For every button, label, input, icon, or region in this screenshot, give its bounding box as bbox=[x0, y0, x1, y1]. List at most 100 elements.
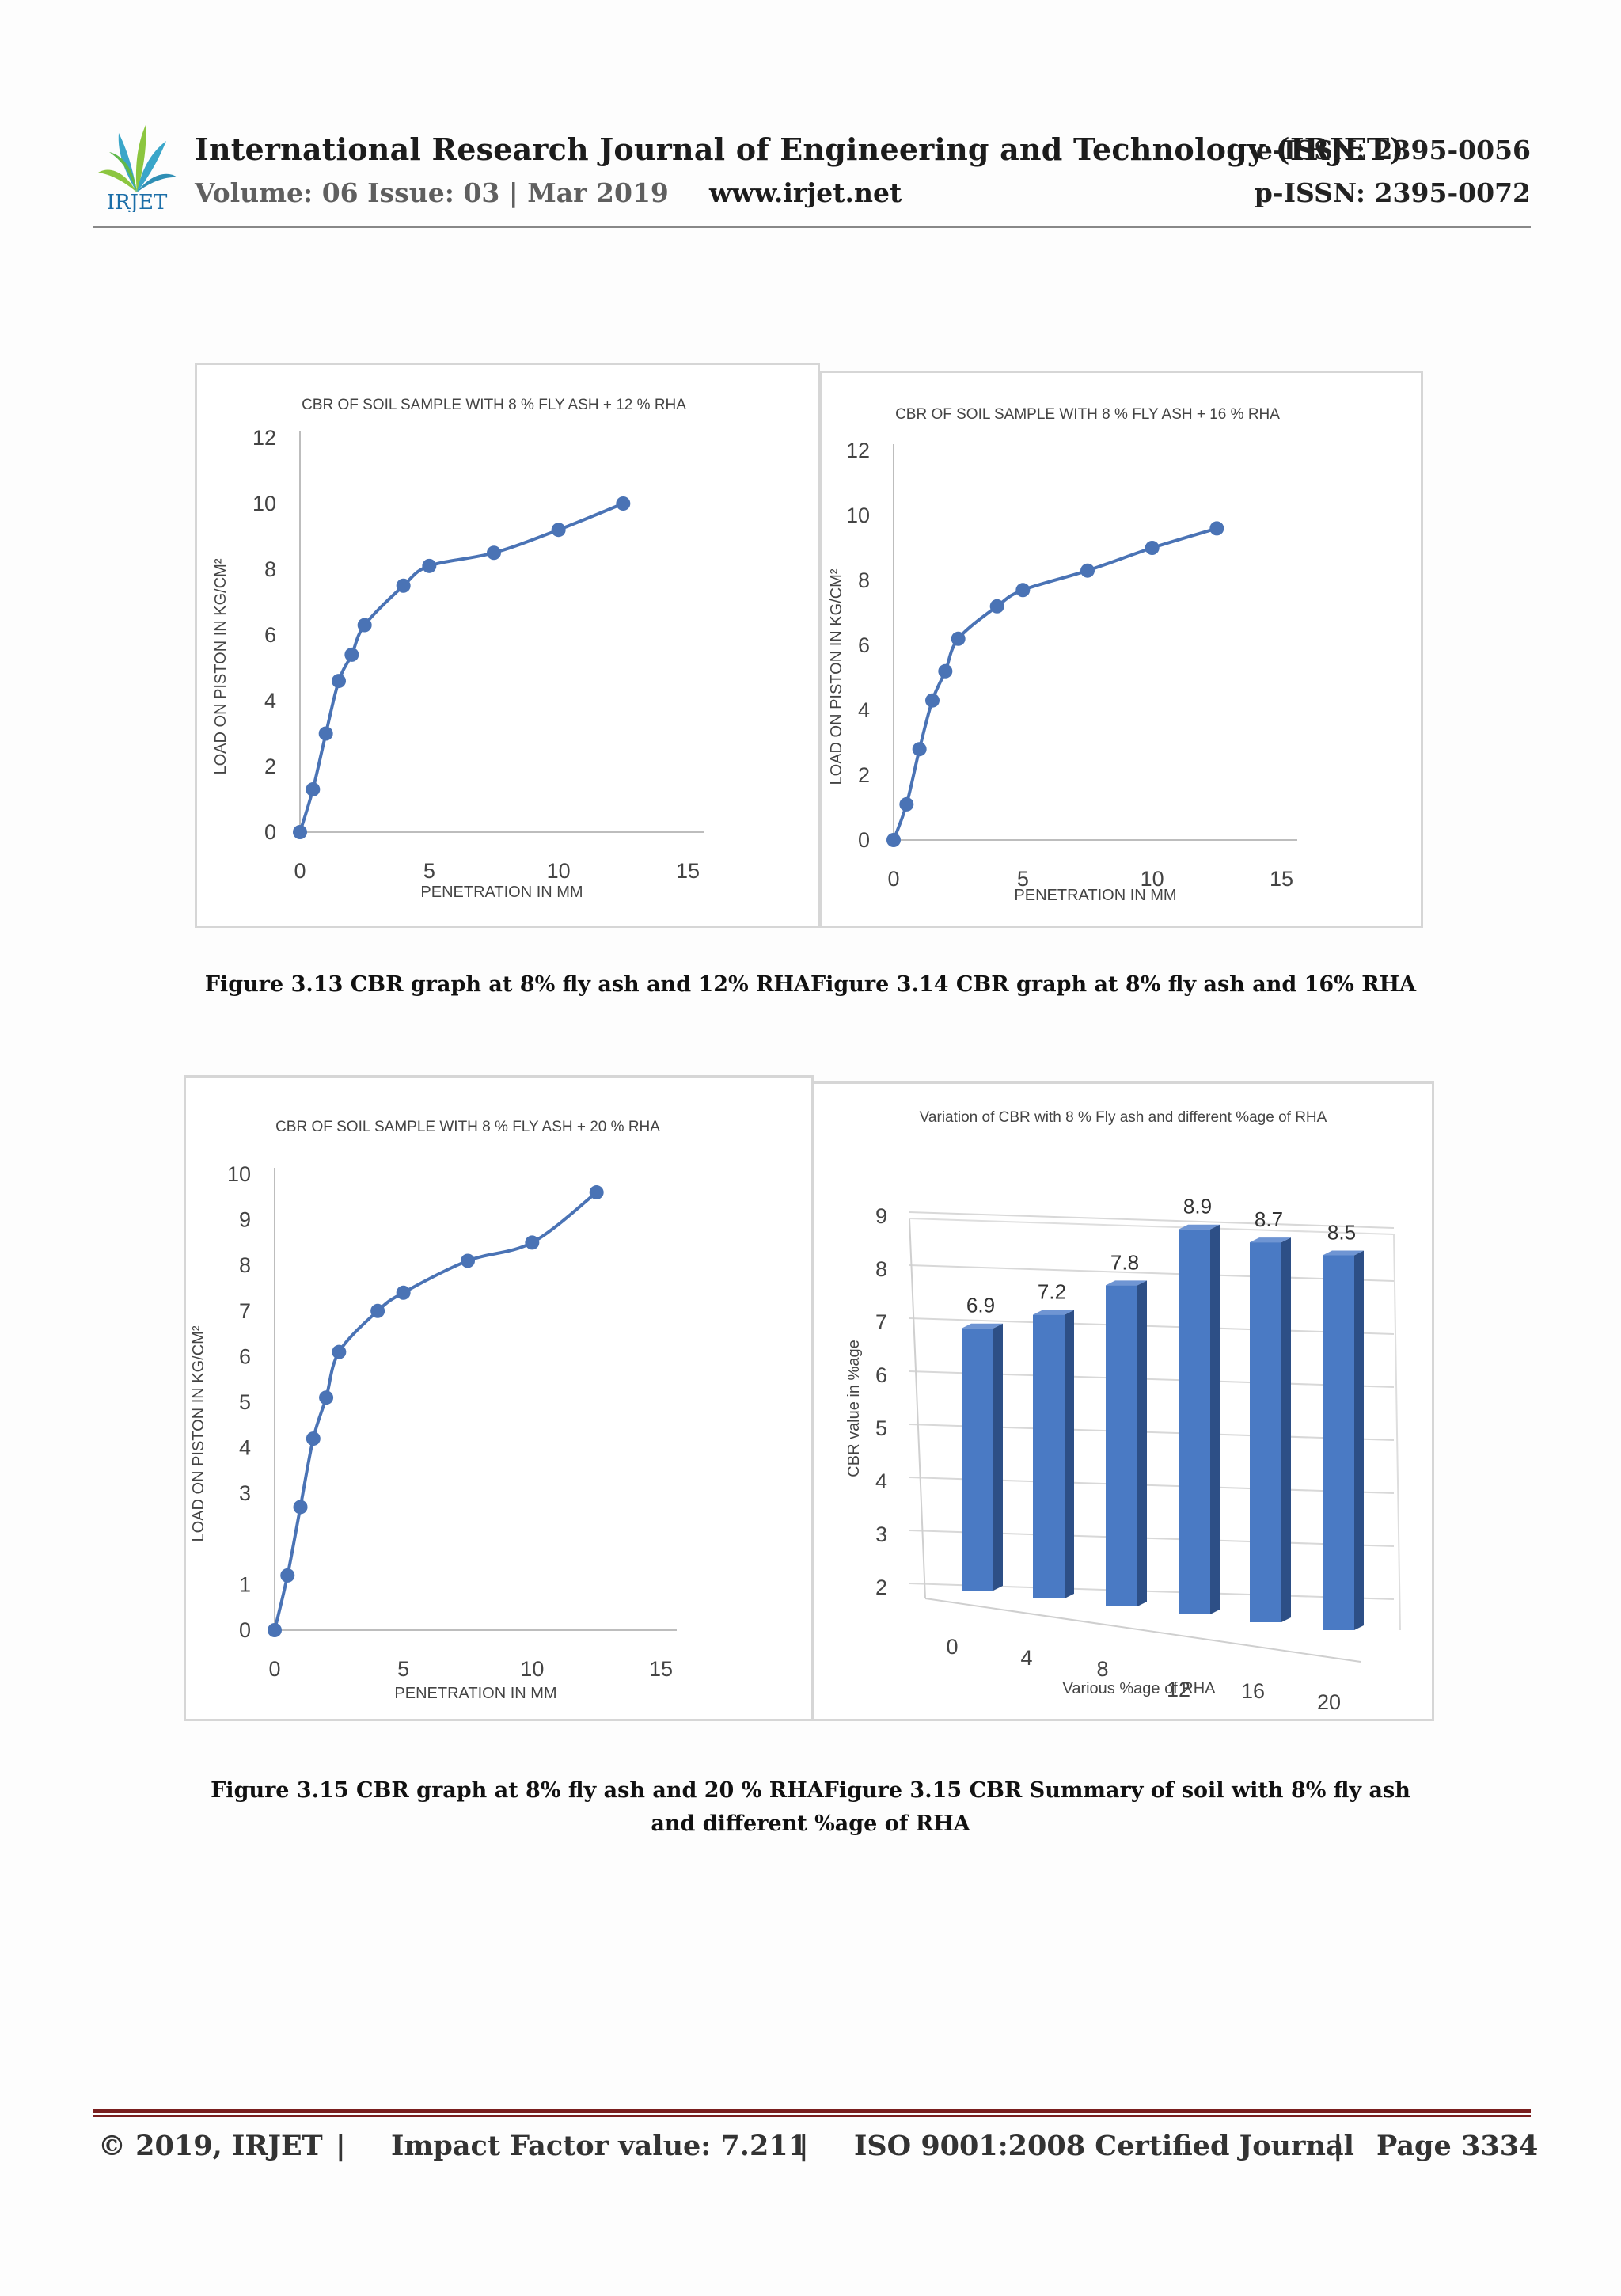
y-tick-label: 4 bbox=[858, 698, 870, 722]
footer-rule-thin bbox=[93, 2115, 1531, 2117]
footer-impact-factor: Impact Factor value: 7.211 bbox=[391, 2130, 808, 2162]
y-tick-label: 5 bbox=[875, 1416, 887, 1440]
chart-cbr-16rha: CBR OF SOIL SAMPLE WITH 8 % FLY ASH + 16… bbox=[828, 406, 1297, 904]
footer-separator: | bbox=[336, 2130, 346, 2162]
x-axis-label: PENETRATION IN MM bbox=[1014, 887, 1176, 904]
x-tick-label: 12 bbox=[1167, 1678, 1190, 1701]
bar-side bbox=[1210, 1224, 1220, 1614]
bar-side bbox=[1065, 1310, 1074, 1598]
bar-side bbox=[1354, 1250, 1364, 1630]
data-point bbox=[912, 742, 927, 757]
chart-frame-12rha: CBR OF SOIL SAMPLE WITH 8 % FLY ASH + 12… bbox=[195, 363, 820, 928]
data-label: 7.2 bbox=[1038, 1280, 1066, 1304]
x-tick-label: 10 bbox=[1141, 867, 1164, 891]
data-point bbox=[951, 631, 966, 646]
footer-separator: | bbox=[1333, 2130, 1343, 2162]
bar bbox=[1323, 1255, 1354, 1630]
y-tick-label: 8 bbox=[875, 1257, 887, 1281]
y-tick-label: 6 bbox=[264, 623, 276, 647]
data-point bbox=[318, 726, 333, 741]
journal-title: International Research Journal of Engine… bbox=[195, 131, 1404, 167]
chart-cbr-20rha: CBR OF SOIL SAMPLE WITH 8 % FLY ASH + 20… bbox=[190, 1119, 677, 1702]
series-line bbox=[892, 526, 1217, 841]
y-axis-label: LOAD ON PISTON IN KG/CM² bbox=[828, 568, 845, 785]
data-point bbox=[306, 1431, 321, 1446]
y-tick-label: 7 bbox=[239, 1299, 251, 1323]
y-tick-label: 2 bbox=[875, 1576, 887, 1599]
y-axis-label: LOAD ON PISTON IN KG/CM² bbox=[190, 1325, 207, 1541]
x-axis-label: PENETRATION IN MM bbox=[394, 1685, 556, 1702]
back-wall-side bbox=[1393, 1234, 1401, 1631]
data-point bbox=[422, 558, 437, 573]
grid-line bbox=[909, 1211, 1395, 1229]
page-header: IRJET International Research Journal of … bbox=[93, 117, 1531, 228]
data-point bbox=[396, 578, 411, 593]
data-point bbox=[989, 599, 1004, 614]
svg-text:IRJET: IRJET bbox=[107, 191, 168, 212]
chart-frame-summary: Variation of CBR with 8 % Fly ash and di… bbox=[812, 1081, 1434, 1721]
chart-frame-16rha: CBR OF SOIL SAMPLE WITH 8 % FLY ASH + 16… bbox=[820, 371, 1423, 928]
y-tick-label: 0 bbox=[239, 1618, 251, 1642]
bar-side bbox=[993, 1323, 1003, 1591]
pissn: p-ISSN: 2395-0072 bbox=[1254, 177, 1531, 208]
footer-page-number: Page 3334 bbox=[1376, 2130, 1539, 2162]
header-rule bbox=[93, 226, 1531, 228]
y-tick-label: 4 bbox=[264, 689, 276, 713]
bar-side bbox=[1281, 1237, 1291, 1622]
y-tick-label: 3 bbox=[239, 1481, 251, 1505]
data-point bbox=[332, 1344, 347, 1359]
y-tick-label: 6 bbox=[858, 633, 870, 657]
data-point bbox=[461, 1253, 475, 1268]
footer-rule-thick bbox=[93, 2109, 1531, 2113]
bar-top bbox=[1179, 1224, 1220, 1230]
data-point bbox=[1145, 541, 1160, 555]
website-link[interactable]: www.irjet.net bbox=[709, 177, 902, 208]
data-label: 8.7 bbox=[1255, 1207, 1283, 1231]
x-tick-label: 15 bbox=[1270, 867, 1293, 891]
data-point bbox=[319, 1390, 334, 1405]
x-tick-label: 0 bbox=[887, 867, 899, 891]
x-tick-label: 20 bbox=[1317, 1690, 1341, 1714]
y-tick-label: 12 bbox=[252, 426, 276, 450]
x-tick-label: 5 bbox=[397, 1657, 409, 1681]
data-point bbox=[487, 545, 501, 561]
y-axis-label: CBR value in %age bbox=[845, 1340, 863, 1477]
y-tick-label: 6 bbox=[875, 1363, 887, 1387]
chart-title: CBR OF SOIL SAMPLE WITH 8 % FLY ASH + 20… bbox=[275, 1119, 660, 1135]
y-tick-label: 10 bbox=[846, 504, 870, 527]
data-point bbox=[1015, 583, 1031, 598]
x-tick-label: 16 bbox=[1241, 1679, 1265, 1703]
bar bbox=[1106, 1285, 1137, 1606]
chart-title: CBR OF SOIL SAMPLE WITH 8 % FLY ASH + 12… bbox=[302, 397, 686, 413]
bar-top bbox=[1250, 1237, 1291, 1243]
x-tick-label: 8 bbox=[1096, 1657, 1108, 1681]
y-tick-label: 8 bbox=[858, 568, 870, 592]
chart-title: Variation of CBR with 8 % Fly ash and di… bbox=[920, 1109, 1327, 1126]
bar bbox=[1179, 1229, 1210, 1614]
y-tick-label: 9 bbox=[239, 1208, 251, 1232]
y-tick-label: 7 bbox=[875, 1310, 887, 1334]
data-point bbox=[1080, 563, 1095, 578]
data-point bbox=[925, 693, 940, 708]
y-tick-label: 4 bbox=[875, 1469, 887, 1493]
y-axis-line bbox=[909, 1218, 926, 1599]
data-point bbox=[396, 1285, 411, 1300]
y-tick-label: 5 bbox=[239, 1390, 251, 1414]
irjet-logo: IRJET bbox=[93, 117, 180, 215]
y-tick-label: 1 bbox=[239, 1572, 251, 1596]
data-point bbox=[1209, 521, 1224, 536]
data-point bbox=[268, 1623, 282, 1637]
data-point bbox=[293, 1500, 308, 1515]
footer-iso: ISO 9001:2008 Certified Journal bbox=[854, 2130, 1354, 2162]
series-line bbox=[273, 1191, 598, 1631]
y-tick-label: 8 bbox=[264, 557, 276, 581]
data-point bbox=[525, 1235, 540, 1250]
chart-cbr-summary: Variation of CBR with 8 % Fly ash and di… bbox=[845, 1109, 1401, 1714]
data-point bbox=[370, 1303, 385, 1318]
data-label: 8.5 bbox=[1327, 1221, 1356, 1245]
y-tick-label: 8 bbox=[239, 1253, 251, 1277]
bar bbox=[1033, 1314, 1065, 1598]
x-tick-label: 15 bbox=[676, 859, 700, 883]
y-tick-label: 2 bbox=[858, 763, 870, 787]
data-point bbox=[306, 782, 321, 797]
